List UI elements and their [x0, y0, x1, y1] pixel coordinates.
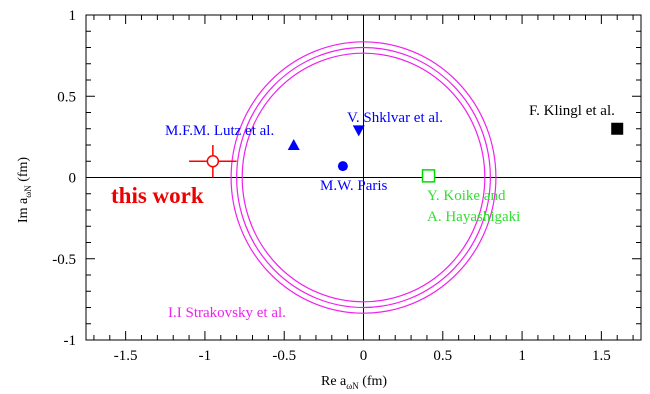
x-axis-title: Re aωN (fm)	[321, 374, 387, 391]
annotation-klingl: F. Klingl et al.	[529, 103, 615, 119]
y-tick-label: 1	[69, 8, 77, 24]
circle-band-ring-2	[236, 46, 491, 309]
x-tick-label: -1	[199, 348, 212, 364]
annotation-shklvar: V. Shklvar et al.	[347, 110, 443, 126]
annotation-paris: M.W. Paris	[320, 178, 388, 194]
point-f-klingl-et-al	[611, 122, 624, 135]
y-tick-label: 0	[69, 171, 77, 187]
x-tick-label: 0.5	[433, 348, 452, 364]
point-v-shklvar-et-al	[352, 125, 365, 137]
circle-band-ring-3	[230, 41, 497, 314]
annotation-koike-line1: Y. Koike and	[427, 188, 506, 204]
y-tick-label: -0.5	[52, 252, 76, 268]
data-points	[189, 122, 624, 183]
annotation-strakovsky: I.I Strakovsky et al.	[168, 305, 286, 321]
x-tick-label: -1.5	[114, 348, 138, 364]
x-tick-label: 1	[518, 348, 526, 364]
point-m-w-paris	[337, 161, 348, 172]
point-this-work	[206, 155, 220, 168]
strakovsky-circle-band	[230, 41, 497, 314]
point-y-koike-and-a-hayashigaki	[421, 169, 436, 183]
x-tick-label: -0.5	[272, 348, 296, 364]
point-m-f-m-lutz-et-al	[287, 139, 300, 150]
x-tick-label: 1.5	[592, 348, 611, 364]
annotation-this-work: this work	[111, 183, 204, 208]
axis-ticks: -1.5 -1 -0.5 0 0.5 1 1.5 1 0.5 0 -0.5 -1	[52, 8, 641, 364]
circle-band-ring-1	[241, 52, 486, 303]
y-tick-label: -1	[64, 333, 77, 349]
reference-lines	[86, 15, 641, 340]
annotation-koike-line2: A. Hayashigaki	[427, 209, 520, 225]
y-tick-label: 0.5	[57, 89, 76, 105]
y-axis-title: Im aωN (fm)	[16, 157, 33, 223]
x-tick-label: 0	[360, 348, 368, 364]
annotation-lutz: M.F.M. Lutz et al.	[165, 123, 274, 139]
